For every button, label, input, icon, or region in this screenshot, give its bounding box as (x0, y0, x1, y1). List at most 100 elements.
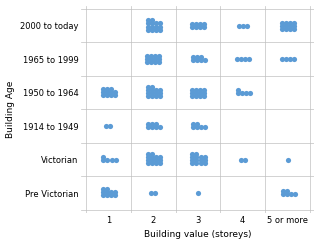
Point (145, 27, 150, 31)
Point (104, 87, 109, 91)
Point (190, 152, 195, 156)
Point (193, 91, 198, 95)
Point (197, 22, 203, 26)
Point (291, 21, 296, 24)
Point (108, 190, 114, 194)
Point (145, 22, 150, 25)
Point (291, 57, 296, 61)
Point (104, 93, 109, 97)
Point (247, 91, 252, 95)
Point (195, 125, 200, 129)
Point (145, 86, 150, 89)
Point (145, 19, 150, 23)
Point (287, 27, 292, 31)
Point (194, 159, 199, 162)
Point (193, 94, 198, 98)
Point (194, 155, 199, 159)
Point (105, 187, 110, 191)
Point (202, 59, 207, 62)
Point (190, 161, 195, 165)
Point (283, 27, 288, 31)
Point (242, 158, 247, 161)
Point (198, 161, 203, 165)
Point (113, 190, 118, 194)
Point (189, 94, 195, 98)
Point (201, 88, 206, 92)
Point (145, 159, 150, 162)
Point (157, 161, 162, 165)
Point (189, 25, 195, 29)
Point (149, 19, 154, 23)
Point (193, 22, 198, 26)
Point (283, 24, 288, 28)
Point (194, 55, 199, 59)
Point (149, 86, 154, 89)
Point (292, 192, 298, 196)
Point (279, 21, 284, 24)
Point (242, 57, 247, 61)
Point (153, 54, 158, 58)
Point (112, 90, 117, 94)
Point (108, 124, 113, 128)
Point (288, 192, 293, 196)
Point (145, 161, 150, 165)
Point (153, 91, 158, 95)
Point (145, 122, 150, 126)
Point (283, 21, 288, 24)
Point (145, 95, 150, 98)
Point (157, 24, 162, 28)
Point (145, 57, 150, 61)
Point (193, 25, 198, 29)
Point (234, 57, 239, 61)
Point (197, 91, 203, 95)
Point (201, 25, 206, 29)
Point (238, 158, 243, 161)
Point (189, 22, 195, 26)
Point (202, 155, 207, 159)
Point (197, 94, 203, 98)
Point (105, 158, 110, 162)
Point (145, 91, 150, 95)
Point (101, 155, 106, 159)
Point (240, 24, 245, 28)
Point (100, 87, 105, 91)
Point (153, 57, 158, 61)
Point (244, 91, 249, 95)
Point (148, 191, 154, 195)
Point (194, 161, 199, 165)
Point (149, 122, 155, 126)
Point (149, 91, 154, 95)
Point (148, 60, 154, 64)
Point (113, 194, 118, 197)
Point (149, 159, 154, 162)
Point (197, 25, 203, 29)
Point (280, 192, 285, 196)
Point (153, 60, 158, 64)
Point (145, 155, 150, 159)
Point (153, 155, 158, 159)
Point (190, 59, 195, 62)
Point (279, 57, 284, 61)
Point (195, 122, 200, 126)
Point (280, 189, 285, 193)
Point (100, 93, 105, 97)
Point (145, 24, 150, 28)
Point (190, 155, 195, 159)
Point (201, 94, 206, 98)
Point (100, 194, 106, 197)
Point (157, 125, 163, 129)
Point (156, 54, 162, 58)
Point (195, 191, 200, 195)
Point (149, 95, 154, 98)
Point (284, 192, 290, 196)
Point (153, 191, 158, 195)
Point (191, 125, 196, 129)
Point (149, 155, 154, 159)
Point (157, 88, 162, 92)
Point (202, 161, 207, 165)
Point (201, 91, 206, 95)
Point (279, 27, 284, 31)
Point (100, 187, 106, 191)
Point (283, 57, 288, 61)
Point (287, 21, 292, 24)
